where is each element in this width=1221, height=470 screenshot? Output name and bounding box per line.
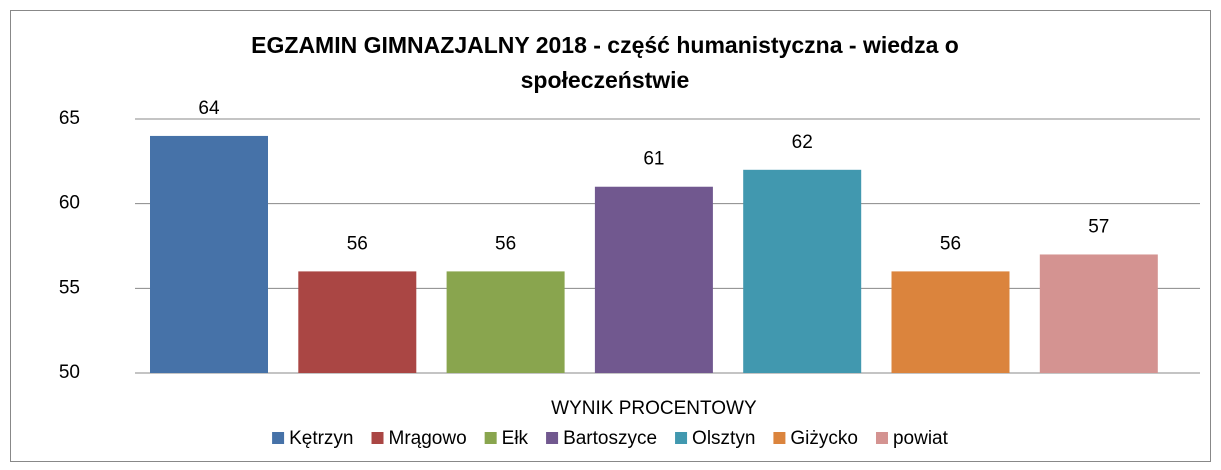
- y-tick-label: 60: [59, 193, 80, 214]
- legend-swatch: [875, 432, 888, 444]
- legend-label: Giżycko: [790, 428, 858, 449]
- y-tick-label: 50: [59, 362, 80, 383]
- legend-swatch: [272, 432, 285, 444]
- bar: [1039, 254, 1158, 373]
- data-label: 62: [792, 132, 813, 153]
- legend-label: Mrągowo: [389, 428, 467, 449]
- data-label: 56: [347, 233, 368, 254]
- y-tick-label: 65: [59, 108, 80, 129]
- legend-label: Kętrzyn: [289, 428, 353, 449]
- legend-swatch: [546, 432, 559, 444]
- bar: [446, 271, 565, 373]
- legend-label: Ełk: [502, 428, 529, 449]
- legend-swatch: [371, 432, 384, 444]
- data-label: 64: [198, 98, 220, 119]
- bar: [743, 169, 862, 373]
- data-label: 56: [940, 233, 961, 254]
- bar: [298, 271, 417, 373]
- legend-swatch: [773, 432, 786, 444]
- data-label: 61: [643, 149, 664, 170]
- bar: [150, 135, 268, 373]
- legend-label: powiat: [893, 428, 949, 449]
- bar: [594, 186, 713, 373]
- legend-swatch: [484, 432, 497, 444]
- legend-swatch: [675, 432, 688, 444]
- legend-label: Olsztyn: [692, 428, 755, 449]
- data-label: 57: [1088, 216, 1109, 237]
- y-tick-label: 55: [59, 277, 80, 298]
- bar: [891, 271, 1010, 373]
- x-tick-label: WYNIK PROCENTOWY: [551, 398, 757, 419]
- data-label: 56: [495, 233, 516, 254]
- legend-label: Bartoszyce: [563, 428, 657, 449]
- chart-title: EGZAMIN GIMNAZJALNY 2018 - część humanis…: [251, 32, 959, 93]
